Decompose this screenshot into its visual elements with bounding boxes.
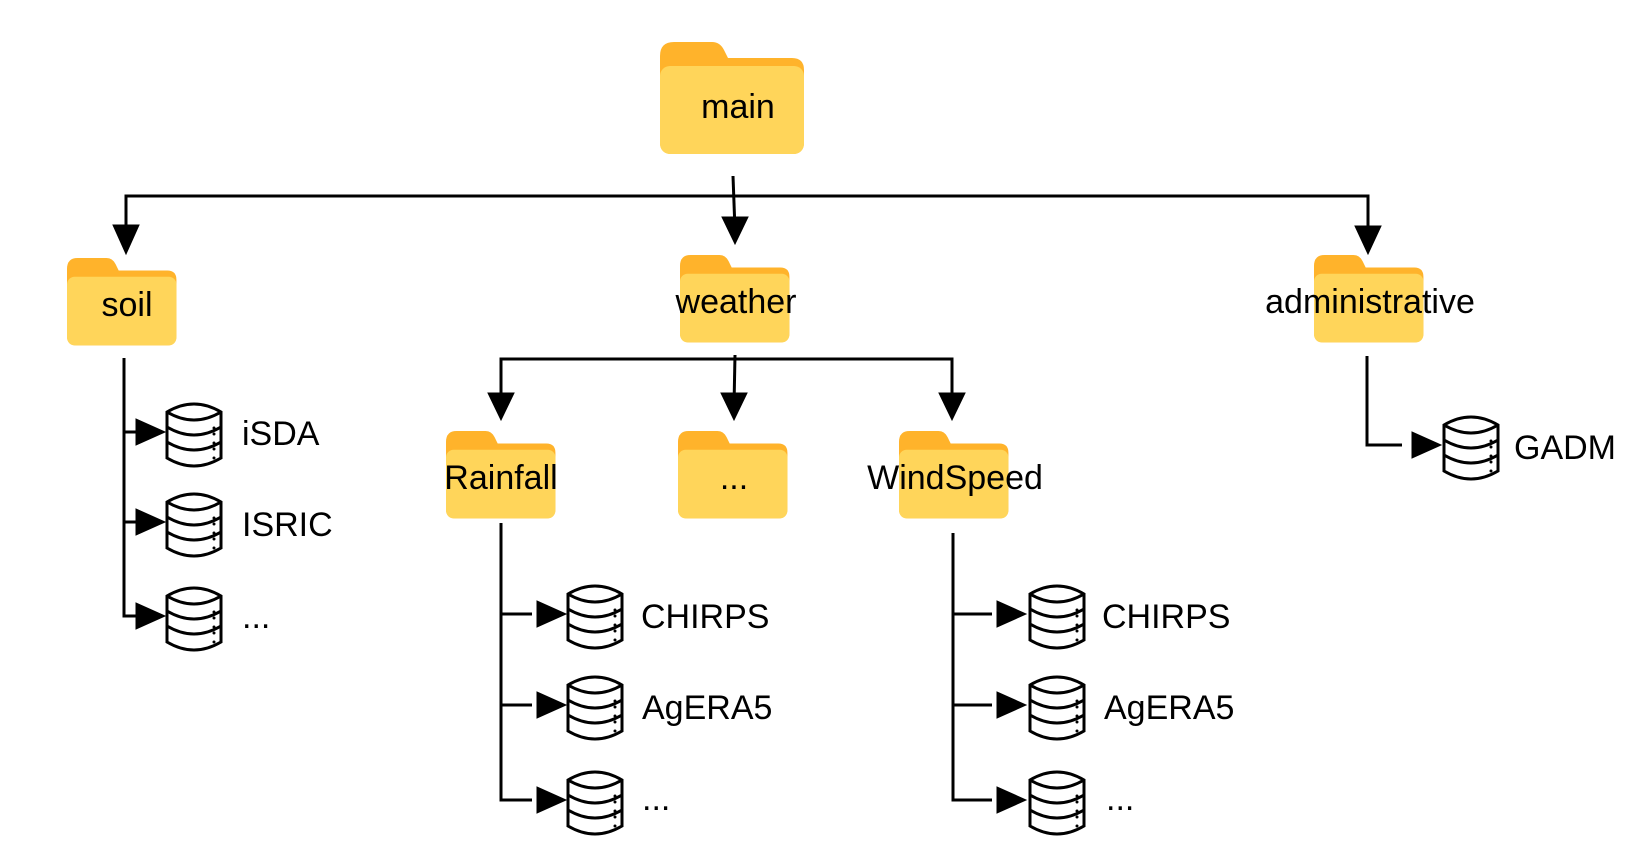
folder-label-main: main bbox=[701, 88, 775, 126]
dataset-soil-2[interactable]: ... bbox=[165, 586, 270, 652]
arrow-head-right bbox=[536, 786, 568, 814]
arrow-head-down bbox=[938, 392, 966, 422]
folder-label-weather: weather bbox=[675, 283, 797, 321]
arrow-head-right bbox=[536, 691, 568, 719]
arrow-head-right bbox=[996, 786, 1028, 814]
arrow-head-right bbox=[996, 691, 1028, 719]
folder-label-rainfall: Rainfall bbox=[444, 459, 557, 497]
arrow-head-right bbox=[996, 600, 1028, 628]
arrow-head-right bbox=[1411, 431, 1443, 459]
dataset-label: GADM bbox=[1514, 429, 1616, 467]
dataset-rainfall-0[interactable]: CHIRPS bbox=[566, 584, 769, 650]
database-icon bbox=[566, 770, 624, 836]
arrow-heads bbox=[112, 216, 1443, 814]
dataset-administrative-0[interactable]: GADM bbox=[1442, 415, 1616, 481]
database-icon bbox=[566, 675, 624, 741]
edges bbox=[122, 175, 1402, 802]
database-icon bbox=[1028, 770, 1086, 836]
dataset-soil-0[interactable]: iSDA bbox=[165, 402, 320, 468]
arrow-head-right bbox=[135, 508, 167, 536]
folder-label-windspeed: WindSpeed bbox=[867, 459, 1043, 497]
dataset-label: CHIRPS bbox=[1102, 598, 1230, 636]
database-icon bbox=[165, 402, 223, 468]
database-icon bbox=[165, 492, 223, 558]
arrow-head-down bbox=[1354, 225, 1382, 256]
dataset-windspeed-0[interactable]: CHIRPS bbox=[1028, 584, 1230, 650]
dataset-label: ... bbox=[642, 780, 670, 818]
dataset-label: AgERA5 bbox=[1104, 689, 1234, 727]
dataset-windspeed-1[interactable]: AgERA5 bbox=[1028, 675, 1234, 741]
arrow-head-down bbox=[720, 392, 748, 422]
arrow-head-down bbox=[721, 216, 749, 246]
arrow-head-down bbox=[112, 224, 140, 256]
database-icon bbox=[1442, 415, 1500, 481]
arrow-head-right bbox=[135, 418, 167, 446]
dataset-label: ISRIC bbox=[242, 506, 333, 544]
arrow-head-right bbox=[536, 600, 568, 628]
database-icon bbox=[1028, 675, 1086, 741]
folder-label-weather-more: ... bbox=[720, 459, 748, 497]
arrow-head-down bbox=[487, 392, 515, 422]
database-icon bbox=[165, 586, 223, 652]
dataset-rainfall-1[interactable]: AgERA5 bbox=[566, 675, 772, 741]
folder-label-soil: soil bbox=[101, 286, 152, 324]
dataset-label: ... bbox=[242, 598, 270, 636]
dataset-rainfall-2[interactable]: ... bbox=[566, 770, 670, 836]
dataset-soil-1[interactable]: ISRIC bbox=[165, 492, 333, 558]
database-icon bbox=[1028, 584, 1086, 650]
database-icon bbox=[566, 584, 624, 650]
dataset-label: iSDA bbox=[242, 415, 320, 453]
arrow-head-right bbox=[135, 602, 167, 630]
dataset-label: ... bbox=[1106, 780, 1134, 818]
dataset-label: CHIRPS bbox=[641, 598, 769, 636]
folder-label-administrative: administrative bbox=[1265, 283, 1475, 321]
dataset-label: AgERA5 bbox=[642, 689, 772, 727]
dataset-windspeed-2[interactable]: ... bbox=[1028, 770, 1134, 836]
